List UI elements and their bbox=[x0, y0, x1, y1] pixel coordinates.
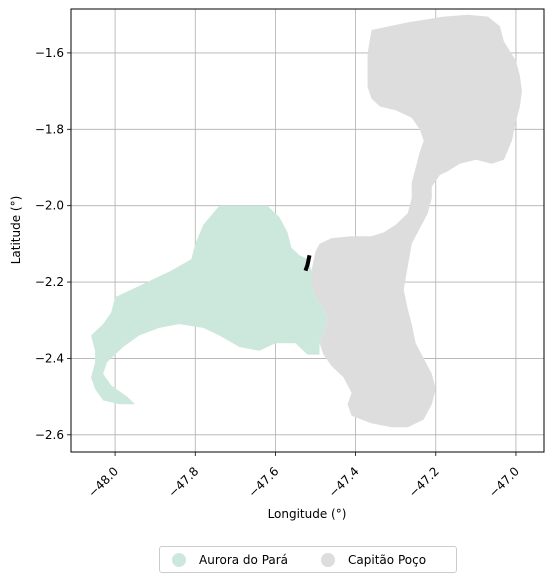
x-tick-label: −47.0 bbox=[486, 464, 522, 500]
y-axis-title: Latitude (°) bbox=[9, 196, 23, 265]
x-tick-label: −47.8 bbox=[165, 464, 201, 500]
legend-swatch-capitao-poco bbox=[321, 552, 336, 567]
x-tick-label: −47.6 bbox=[246, 464, 282, 500]
shared-border-segment bbox=[303, 254, 312, 272]
legend-swatch-aurora-do-para bbox=[172, 552, 186, 567]
y-tick-label: −1.8 bbox=[35, 122, 64, 136]
x-axis-ticks: −48.0 −47.8 −47.6 −47.4 −47.2 −47.0 bbox=[85, 452, 522, 500]
legend-item-capitao-poco: Capitão Poço bbox=[321, 547, 426, 572]
y-tick-label: −2.4 bbox=[35, 351, 64, 365]
x-tick-label: −47.2 bbox=[406, 464, 442, 500]
y-axis-ticks: −1.6 −1.8 −2.0 −2.2 −2.4 −2.6 bbox=[35, 46, 71, 442]
x-axis-title: Longitude (°) bbox=[268, 507, 347, 521]
legend-label: Aurora do Pará bbox=[199, 552, 289, 567]
legend-label: Capitão Poço bbox=[348, 552, 427, 567]
y-tick-label: −2.2 bbox=[35, 275, 64, 289]
region-capitao-poco bbox=[311, 14, 522, 428]
x-tick-label: −47.4 bbox=[326, 464, 362, 500]
map-regions bbox=[91, 14, 522, 428]
legend-item-aurora-do-para: Aurora do Pará bbox=[172, 547, 288, 572]
legend: Aurora do Pará Capitão Poço bbox=[159, 546, 457, 573]
x-tick-label: −48.0 bbox=[85, 464, 121, 500]
y-tick-label: −1.6 bbox=[35, 46, 64, 60]
plot-frame bbox=[70, 8, 545, 453]
region-aurora-do-para bbox=[91, 205, 328, 405]
y-tick-label: −2.0 bbox=[35, 199, 64, 213]
y-tick-label: −2.6 bbox=[35, 428, 64, 442]
border-line bbox=[303, 254, 312, 272]
